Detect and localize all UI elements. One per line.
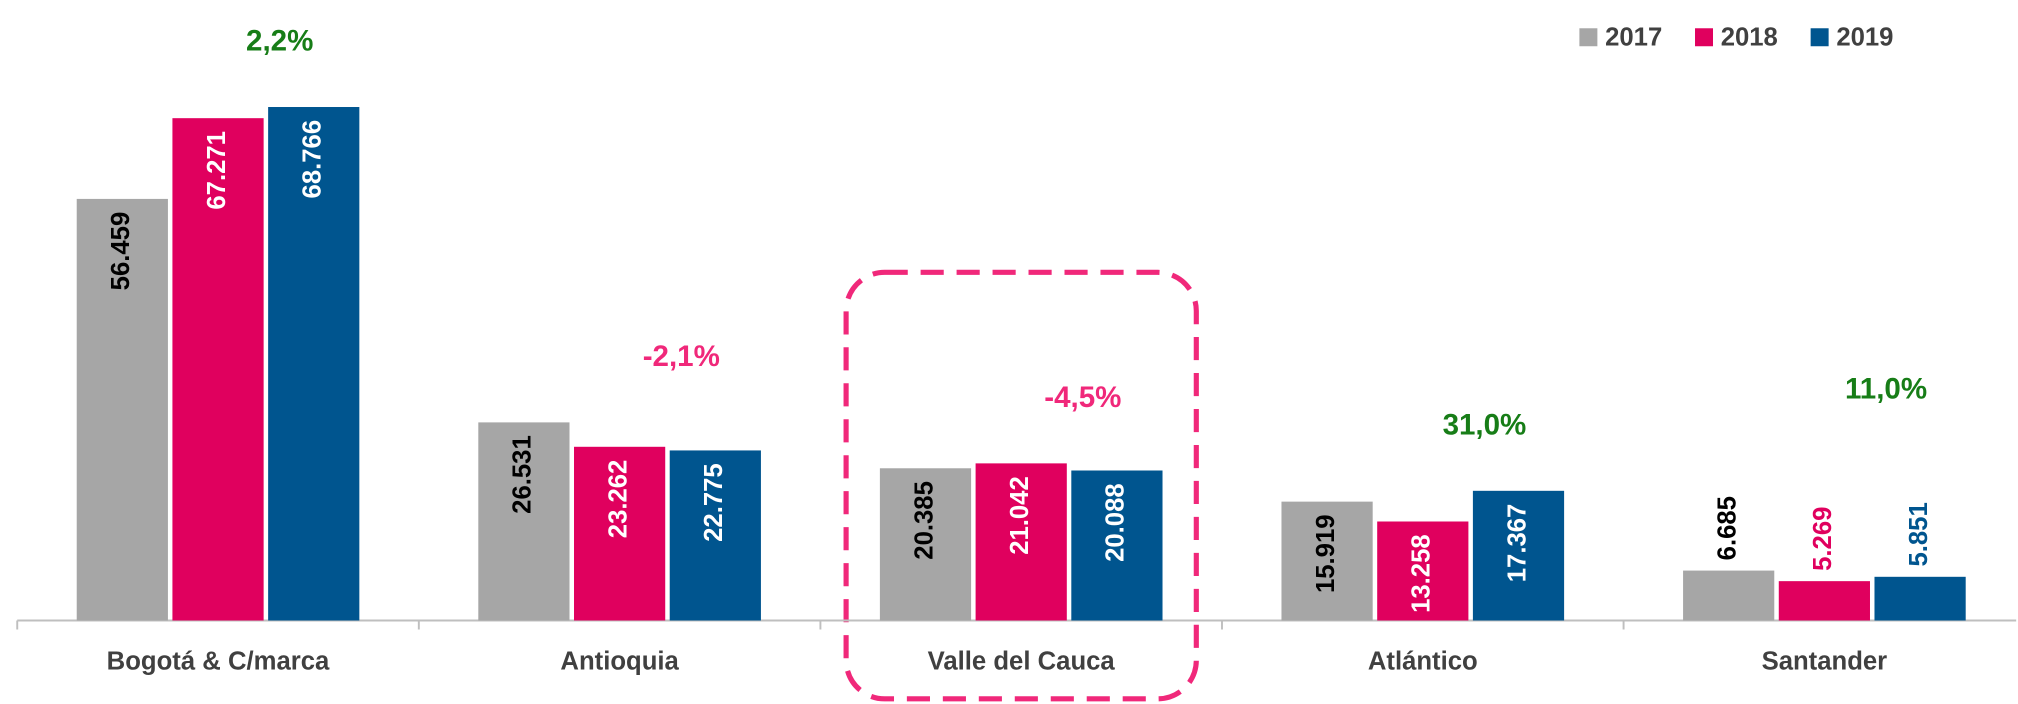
value-label: 67.271 bbox=[203, 131, 231, 210]
change-annotation: 31,0% bbox=[1443, 408, 1527, 441]
bar bbox=[1281, 501, 1373, 621]
change-annotation: -2,1% bbox=[643, 340, 720, 373]
bar bbox=[1778, 581, 1870, 621]
bar bbox=[1683, 570, 1775, 621]
value-label: 20.088 bbox=[1102, 483, 1130, 562]
bar bbox=[1071, 470, 1163, 621]
x-tick-label: Bogotá & C/marca bbox=[107, 648, 330, 676]
value-label: 23.262 bbox=[604, 460, 632, 539]
change-annotation: -4,5% bbox=[1044, 381, 1121, 414]
bar bbox=[268, 107, 360, 621]
value-label: 5.851 bbox=[1905, 502, 1933, 566]
bar bbox=[1472, 490, 1565, 621]
x-tick-label: Santander bbox=[1762, 648, 1888, 676]
x-tick-label: Valle del Cauca bbox=[928, 648, 1116, 676]
legend-swatch bbox=[1810, 28, 1829, 47]
value-label: 22.775 bbox=[700, 463, 728, 542]
value-label: 13.258 bbox=[1408, 534, 1436, 613]
change-annotation: 2,2% bbox=[246, 25, 313, 58]
legend-label: 2018 bbox=[1721, 23, 1778, 51]
value-label: 6.685 bbox=[1713, 496, 1741, 560]
x-tick-label: Atlántico bbox=[1368, 648, 1478, 676]
bar bbox=[574, 446, 666, 621]
bar bbox=[669, 450, 761, 621]
legend-swatch bbox=[1695, 28, 1713, 47]
bar bbox=[1377, 521, 1469, 621]
highlight-box bbox=[843, 269, 1199, 702]
legend-swatch bbox=[1579, 28, 1598, 47]
value-label: 15.919 bbox=[1312, 514, 1340, 593]
legend-label: 2017 bbox=[1605, 23, 1662, 51]
bar bbox=[76, 198, 168, 621]
bar bbox=[478, 422, 570, 621]
bar bbox=[1874, 576, 1966, 621]
value-label: 17.367 bbox=[1503, 504, 1531, 583]
bar bbox=[975, 463, 1067, 621]
bar bbox=[172, 118, 264, 621]
legend-label: 2019 bbox=[1836, 23, 1893, 51]
value-label: 21.042 bbox=[1006, 476, 1034, 555]
value-label: 56.459 bbox=[107, 212, 135, 291]
value-label: 26.531 bbox=[509, 435, 537, 514]
x-tick-label: Antioquia bbox=[560, 648, 679, 676]
value-label: 20.385 bbox=[910, 481, 938, 560]
value-label: 68.766 bbox=[299, 120, 327, 199]
bar bbox=[879, 468, 972, 621]
value-label: 5.269 bbox=[1809, 507, 1837, 571]
change-annotation: 11,0% bbox=[1845, 373, 1927, 406]
